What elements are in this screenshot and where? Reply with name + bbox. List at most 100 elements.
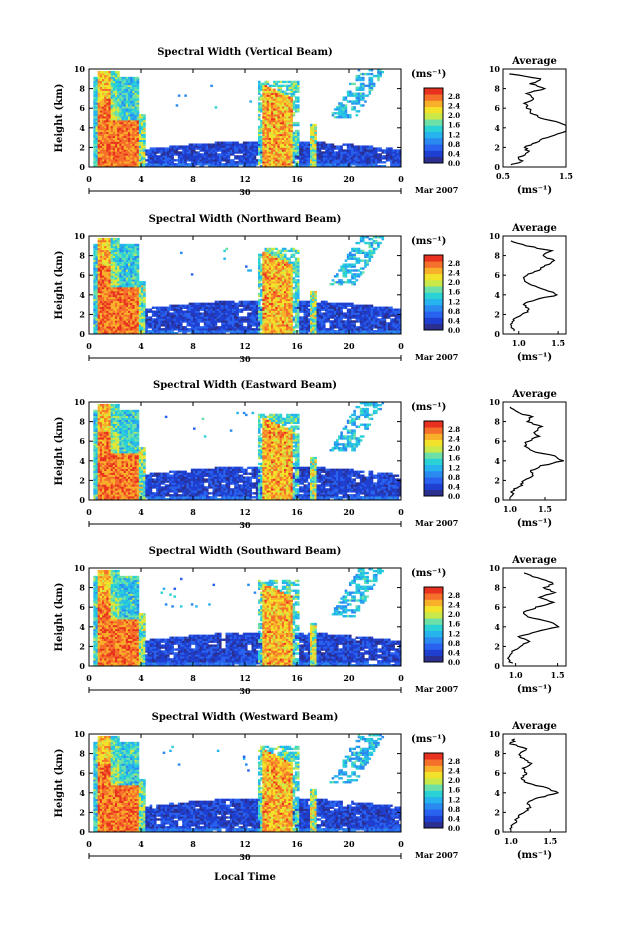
heatmap-cell	[346, 116, 350, 119]
heatmap-cell	[284, 161, 287, 164]
heatmap-cell	[106, 121, 109, 125]
heatmap-cell	[316, 147, 320, 150]
heatmap-cell	[366, 163, 369, 166]
heatmap-cell	[95, 314, 99, 317]
heatmap-cell	[130, 332, 133, 335]
heatmap-cell	[143, 294, 146, 298]
heatmap-cell	[134, 94, 138, 97]
heatmap-cell	[99, 243, 103, 247]
heatmap-cell	[132, 277, 135, 280]
heatmap-cell	[99, 102, 103, 105]
heatmap-cell	[229, 318, 233, 321]
heatmap-cell	[97, 72, 101, 76]
heatmap-cell	[294, 151, 298, 154]
heatmap-cell	[340, 149, 343, 152]
heatmap-cell	[123, 165, 127, 168]
heatmap-cell	[121, 283, 125, 286]
heatmap-cell	[125, 296, 129, 300]
heatmap-cell	[186, 163, 190, 166]
heatmap-cell	[186, 314, 190, 317]
heatmap-cell	[173, 163, 177, 166]
heatmap-cell	[214, 312, 218, 315]
y-tick-label: 0	[79, 162, 85, 172]
heatmap-cell	[290, 161, 294, 164]
heatmap-cell	[310, 127, 313, 131]
heatmap-cell	[336, 106, 339, 109]
heatmap-cell	[93, 259, 96, 262]
heatmap-cell	[219, 314, 222, 317]
heatmap-cell	[193, 332, 196, 335]
heatmap-cell	[108, 108, 112, 111]
heatmap-cell	[117, 90, 120, 93]
heatmap-cell	[242, 165, 246, 168]
heatmap-cell	[123, 135, 127, 138]
heatmap-cell	[184, 304, 187, 307]
heatmap-cell	[121, 86, 125, 89]
heatmap-cell	[281, 100, 285, 103]
heatmap-cell	[141, 133, 144, 137]
heatmap-cell	[186, 308, 190, 311]
heatmap-cell	[355, 92, 359, 95]
heatmap-cell	[260, 141, 263, 144]
heatmap-cell	[249, 318, 252, 321]
heatmap-cell	[117, 300, 120, 304]
heatmap-cell	[195, 332, 198, 335]
heatmap-cell	[175, 165, 179, 168]
heatmap-cell	[271, 151, 274, 154]
heatmap-cell	[125, 265, 129, 268]
heatmap-cell	[203, 161, 207, 164]
heatmap-cell	[212, 163, 216, 166]
heatmap-cell	[245, 302, 248, 305]
heatmap-cell	[188, 328, 192, 331]
heatmap-cell	[115, 90, 118, 93]
heatmap-cell	[93, 125, 96, 129]
heatmap-cell	[214, 145, 218, 148]
heatmap-cell	[134, 281, 138, 284]
heatmap-cell	[108, 104, 112, 107]
heatmap-cell	[169, 324, 172, 327]
heatmap-cell	[104, 74, 107, 78]
heatmap-cell	[121, 90, 125, 93]
heatmap-cell	[286, 118, 289, 121]
heatmap-cell	[102, 237, 105, 241]
heatmap-cell	[312, 147, 315, 150]
heatmap-cell	[112, 118, 116, 121]
heatmap-cell	[138, 131, 142, 135]
heatmap-cell	[121, 161, 125, 164]
heatmap-cell	[264, 118, 268, 121]
heatmap-cell	[99, 86, 103, 89]
heatmap-cell	[117, 298, 120, 302]
heatmap-cell	[95, 263, 99, 266]
heatmap-cell	[138, 157, 142, 160]
heatmap-cell	[115, 106, 118, 109]
heatmap-cell	[232, 159, 235, 162]
heatmap-cell	[154, 149, 157, 152]
heatmap-cell	[264, 116, 268, 119]
heatmap-cell	[199, 145, 203, 148]
heatmap-cell	[121, 332, 125, 335]
heatmap-cell	[110, 263, 114, 266]
heatmap-cell	[229, 328, 233, 331]
heatmap-cell	[119, 249, 122, 253]
heatmap-cell	[99, 90, 103, 93]
heatmap-cell	[138, 308, 142, 311]
heatmap-cell	[99, 267, 103, 270]
heatmap-cell	[234, 161, 237, 164]
heatmap-cell	[340, 145, 343, 148]
heatmap-cell	[284, 125, 287, 129]
heatmap-cell	[108, 288, 112, 292]
heatmap-cell	[119, 92, 122, 95]
heatmap-cell	[123, 306, 127, 309]
heatmap-cell	[238, 147, 242, 150]
heatmap-cell	[266, 92, 270, 95]
heatmap-cell	[97, 255, 101, 258]
heatmap-cell	[110, 131, 114, 135]
heatmap-cell	[188, 145, 192, 148]
heatmap-cell	[305, 151, 309, 154]
heatmap-cell	[130, 104, 133, 107]
heatmap-cell	[102, 285, 105, 288]
heatmap-cell	[344, 96, 348, 99]
heatmap-cell	[134, 253, 138, 256]
heatmap-cell	[175, 104, 179, 107]
heatmap-cell	[143, 133, 146, 137]
